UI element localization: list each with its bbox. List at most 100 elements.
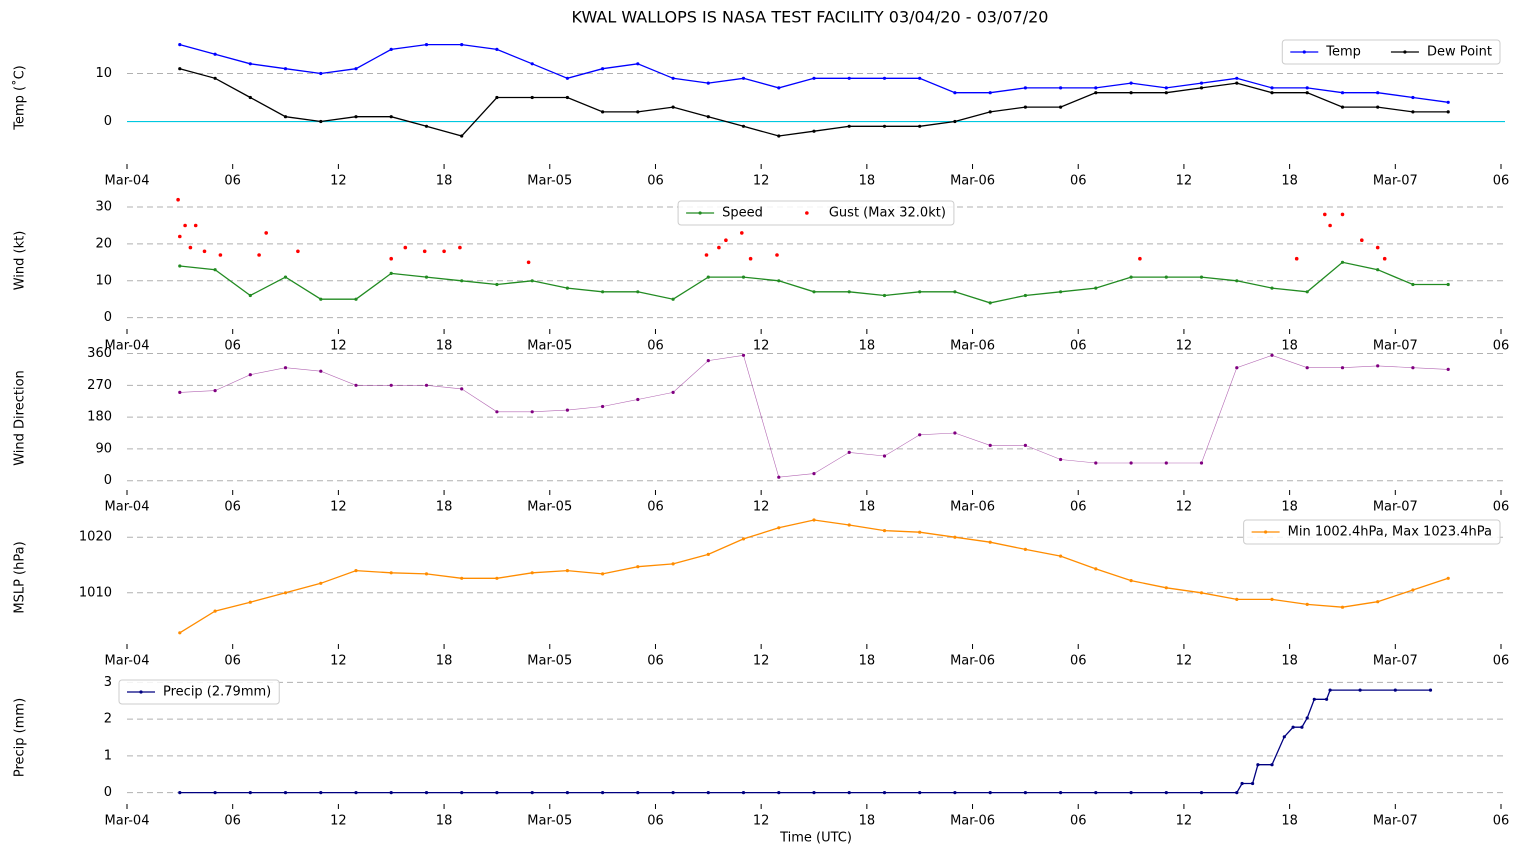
series-marker bbox=[1270, 86, 1274, 90]
legend-marker bbox=[1302, 50, 1306, 54]
x-tick-label: Mar-06 bbox=[950, 339, 995, 354]
x-tick-label: 06 bbox=[224, 500, 241, 515]
series-marker bbox=[812, 129, 816, 133]
scatter-point bbox=[1294, 256, 1299, 261]
series-marker bbox=[636, 110, 640, 114]
x-tick-label: 06 bbox=[224, 814, 241, 829]
series-marker bbox=[1164, 86, 1168, 90]
series-marker bbox=[1411, 588, 1415, 592]
series-marker bbox=[777, 526, 781, 530]
scatter-point bbox=[724, 238, 728, 242]
series-marker bbox=[1023, 86, 1027, 90]
x-tick-label: 18 bbox=[1281, 339, 1298, 354]
series-marker bbox=[495, 47, 499, 52]
y-axis-label: Temp (˚C) bbox=[12, 65, 28, 131]
series-marker bbox=[530, 791, 534, 795]
series-marker bbox=[283, 366, 288, 370]
series-marker bbox=[1023, 791, 1027, 795]
series-marker bbox=[741, 275, 746, 279]
series-marker bbox=[1094, 461, 1098, 465]
series-marker bbox=[706, 359, 710, 363]
series-marker bbox=[953, 431, 957, 435]
legend: Precip (2.79mm) bbox=[118, 679, 280, 705]
x-tick-label: 12 bbox=[1176, 814, 1193, 829]
x-tick-label: Mar-05 bbox=[527, 654, 572, 669]
x-tick-label: 12 bbox=[1176, 174, 1193, 189]
legend-marker bbox=[1264, 530, 1268, 534]
x-tick-label: 12 bbox=[1176, 339, 1193, 354]
series-marker bbox=[178, 390, 182, 394]
series-marker bbox=[988, 443, 992, 447]
y-tick-label: 10 bbox=[95, 66, 112, 81]
series-marker bbox=[565, 76, 570, 80]
x-tick-label: 12 bbox=[753, 174, 770, 189]
series-marker bbox=[1023, 547, 1027, 552]
series-marker bbox=[847, 290, 851, 294]
x-tick-label: 12 bbox=[753, 814, 770, 829]
scatter-point bbox=[176, 197, 180, 202]
series-marker bbox=[1094, 567, 1098, 571]
legend-box bbox=[677, 200, 955, 226]
x-tick-label: Mar-04 bbox=[105, 339, 150, 354]
series-marker bbox=[1059, 554, 1063, 558]
series-marker bbox=[460, 43, 464, 47]
scatter-point bbox=[188, 245, 193, 250]
series-marker bbox=[882, 529, 887, 533]
x-tick-label: Mar-05 bbox=[527, 500, 572, 515]
series-marker bbox=[248, 95, 252, 100]
series-marker bbox=[706, 115, 710, 119]
series-marker bbox=[1291, 725, 1295, 729]
legend-label: Precip (2.79mm) bbox=[163, 685, 271, 700]
series-marker bbox=[988, 540, 992, 544]
series-marker bbox=[777, 791, 781, 795]
scatter-point bbox=[1323, 212, 1327, 217]
series-marker bbox=[530, 410, 534, 414]
y-tick-label: 0 bbox=[104, 310, 112, 325]
legend-box bbox=[1243, 519, 1501, 545]
series-marker bbox=[1411, 95, 1415, 100]
series-marker bbox=[636, 565, 640, 569]
series-marker bbox=[1129, 81, 1133, 85]
series-marker bbox=[460, 387, 464, 391]
legend-label: Gust (Max 32.0kt) bbox=[829, 206, 946, 221]
scatter-point bbox=[1375, 245, 1380, 250]
x-tick-label: 06 bbox=[224, 654, 241, 669]
y-tick-label: 0 bbox=[104, 473, 112, 488]
series-marker bbox=[1428, 688, 1433, 692]
series-marker bbox=[1376, 364, 1380, 368]
x-tick-label: 18 bbox=[859, 174, 876, 189]
series-marker bbox=[319, 71, 323, 76]
series-marker bbox=[918, 124, 922, 128]
series-marker bbox=[354, 67, 358, 71]
scatter-point bbox=[704, 253, 709, 257]
series-marker bbox=[1340, 91, 1345, 95]
series-marker bbox=[636, 62, 640, 66]
series-marker bbox=[988, 91, 992, 95]
series-marker bbox=[953, 119, 957, 124]
series-marker bbox=[671, 390, 675, 394]
scatter-point bbox=[717, 245, 721, 250]
y-tick-label: 30 bbox=[95, 200, 112, 215]
series-marker bbox=[636, 791, 640, 795]
y-tick-label: 3 bbox=[104, 675, 112, 690]
series-marker bbox=[178, 631, 182, 635]
series-marker bbox=[671, 105, 675, 109]
series-marker bbox=[812, 290, 816, 294]
y-tick-label: 1 bbox=[104, 748, 112, 763]
scatter-point bbox=[748, 256, 753, 261]
series-marker bbox=[1446, 282, 1450, 287]
y-tick-label: 1010 bbox=[79, 585, 112, 600]
series-marker bbox=[601, 791, 605, 795]
scatter-point bbox=[202, 249, 207, 254]
series-marker bbox=[1023, 443, 1027, 447]
series-marker bbox=[706, 275, 710, 279]
x-tick-label: Mar-04 bbox=[105, 654, 150, 669]
series-marker bbox=[178, 791, 182, 795]
series-marker bbox=[777, 279, 781, 283]
legend-marker bbox=[698, 211, 702, 215]
series-marker bbox=[354, 383, 358, 387]
x-tick-label: 18 bbox=[436, 174, 453, 189]
series-marker bbox=[741, 353, 746, 357]
series-marker bbox=[1305, 716, 1309, 720]
